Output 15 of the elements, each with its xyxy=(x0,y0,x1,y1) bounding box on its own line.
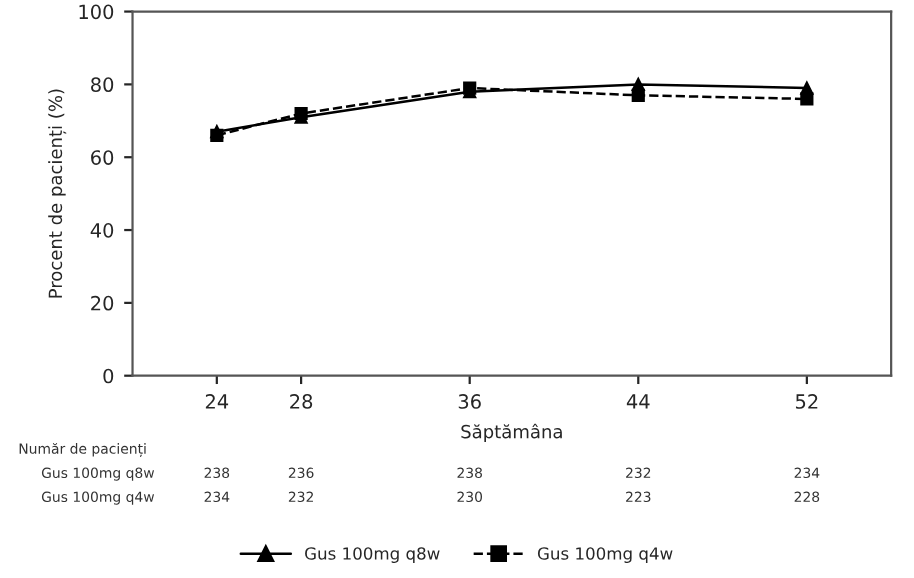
y-tick-label: 20 xyxy=(91,295,114,311)
y-tick-label: 0 xyxy=(103,368,114,384)
x-axis-title: Săptămâna xyxy=(461,423,562,442)
y-tick-label: 40 xyxy=(90,223,114,238)
y-tick-label: 60 xyxy=(91,150,114,165)
x-tick-label: 44 xyxy=(626,394,650,409)
x-tick-label: 28 xyxy=(290,394,313,409)
y-tick-label: 100 xyxy=(79,4,114,20)
x-tick-label: 24 xyxy=(205,394,229,409)
y-tick-label: 80 xyxy=(91,77,114,93)
x-tick-label: 52 xyxy=(795,394,818,409)
legend-label: Gus 100mg q8w xyxy=(305,547,440,563)
legend-label: Gus 100mg q4w xyxy=(537,547,673,563)
x-tick-label: 36 xyxy=(458,394,481,409)
y-axis-title: Procent de pacienți (%) xyxy=(48,89,67,298)
